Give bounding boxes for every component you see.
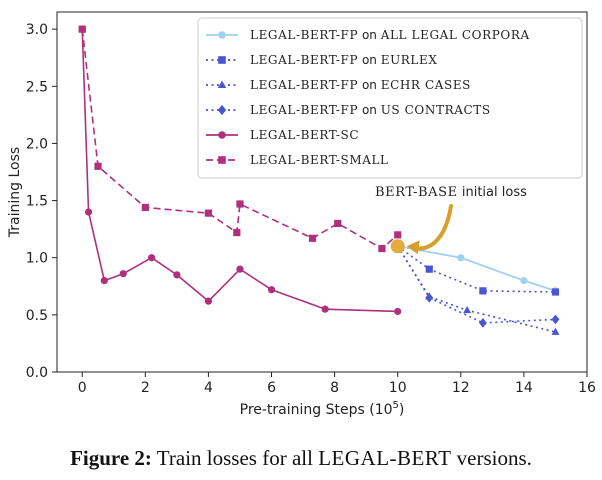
y-axis-label: Training Loss	[7, 147, 23, 238]
legend-marker	[218, 56, 226, 64]
caption-text-after: versions.	[451, 446, 532, 470]
y-tick-label: 0.0	[26, 365, 48, 381]
data-point	[267, 286, 276, 294]
data-point	[520, 276, 528, 285]
annotation-label: BERT-BASE initial loss	[375, 185, 527, 200]
data-point	[236, 265, 244, 273]
data-point	[173, 271, 181, 279]
caption-figure-label: Figure 2:	[70, 446, 152, 470]
x-tick-label: 2	[141, 380, 150, 396]
y-tick-label: 0.5	[26, 308, 48, 324]
data-point	[84, 208, 93, 216]
y-tick-label: 1.5	[26, 194, 48, 210]
data-point	[236, 200, 244, 208]
data-point	[394, 307, 402, 316]
annotation-arrowhead	[406, 240, 420, 255]
x-tick-label: 8	[330, 380, 339, 396]
legend-label: LEGAL-BERT-FP on US CONTRACTS	[250, 103, 491, 117]
y-tick-label: 2.0	[26, 136, 48, 152]
data-point	[425, 265, 433, 273]
legend-box	[197, 17, 583, 179]
axes: 0 2 4 6 8 10 12 14 16 0.0 0.5 1.0 1.5 2.0 2.5 3.0 Pre-tr…	[7, 11, 596, 418]
data-point	[308, 234, 317, 242]
legend-marker	[218, 131, 226, 139]
data-point	[378, 244, 386, 253]
loss-chart: 0 2 4 6 8 10 12 14 16 0.0 0.5 1.0 1.5 2.0 2.5 3.0 Pre-tr…	[7, 11, 596, 418]
bert-base-initial-loss-point	[390, 239, 405, 254]
data-point	[204, 209, 213, 217]
legend-marker	[217, 104, 227, 116]
legend-label: LEGAL-BERT-SC	[250, 128, 359, 142]
data-point	[394, 231, 402, 239]
y-tick-label: 1.0	[26, 251, 48, 267]
data-point	[551, 288, 560, 296]
x-tick-label: 0	[78, 380, 87, 396]
caption-text-before: Train losses for all	[151, 446, 319, 470]
legend: LEGAL-BERT-FP on ALL LEGAL CORPORA LEGAL-…	[197, 17, 583, 179]
data-point	[148, 254, 156, 262]
series-line	[81, 29, 399, 250]
data-point	[463, 305, 472, 314]
series-line	[397, 245, 556, 324]
series-line	[397, 245, 556, 293]
legend-marker	[217, 80, 227, 89]
y-tick-label: 2.5	[26, 79, 48, 95]
legend-label: LEGAL-BERT-FP on ECHR CASES	[250, 78, 471, 92]
data-point	[204, 297, 213, 305]
annotation-group: BERT-BASE initial loss	[375, 185, 527, 255]
series-line	[397, 245, 556, 292]
x-tick-label: 10	[389, 380, 407, 396]
x-tick-label: 6	[267, 380, 276, 396]
legend-marker	[218, 31, 226, 39]
series-group	[78, 25, 560, 335]
x-axis-label: Pre-training Steps (105)	[240, 400, 405, 418]
legend-marker	[218, 156, 226, 164]
figure-caption: Figure 2: Train losses for all LEGAL-BER…	[0, 446, 602, 471]
data-point	[94, 162, 102, 170]
x-tick-label: 12	[452, 380, 470, 396]
data-point	[233, 228, 241, 237]
legend-label: LEGAL-BERT-FP on EURLEX	[250, 53, 437, 67]
data-point	[479, 287, 487, 295]
data-point	[457, 254, 465, 262]
data-point	[334, 219, 342, 228]
data-point	[478, 317, 487, 328]
x-tick-label: 16	[578, 380, 596, 396]
legend-label: LEGAL-BERT-FP on ALL LEGAL CORPORA	[250, 28, 530, 42]
data-point	[425, 292, 434, 303]
x-tick-label: 4	[204, 380, 213, 396]
y-tick-label: 3.0	[26, 22, 48, 38]
x-tick-label: 14	[515, 380, 533, 396]
caption-model-name: LEGAL-BERT	[318, 446, 452, 470]
legend-label: LEGAL-BERT-SMALL	[250, 153, 389, 167]
plot-frame	[56, 11, 588, 373]
series-line	[397, 245, 556, 333]
data-point	[321, 305, 329, 313]
data-point	[141, 203, 149, 212]
data-point	[551, 314, 560, 325]
data-point	[78, 25, 86, 33]
data-point	[551, 327, 560, 335]
data-point	[119, 270, 127, 278]
data-point	[100, 276, 108, 285]
